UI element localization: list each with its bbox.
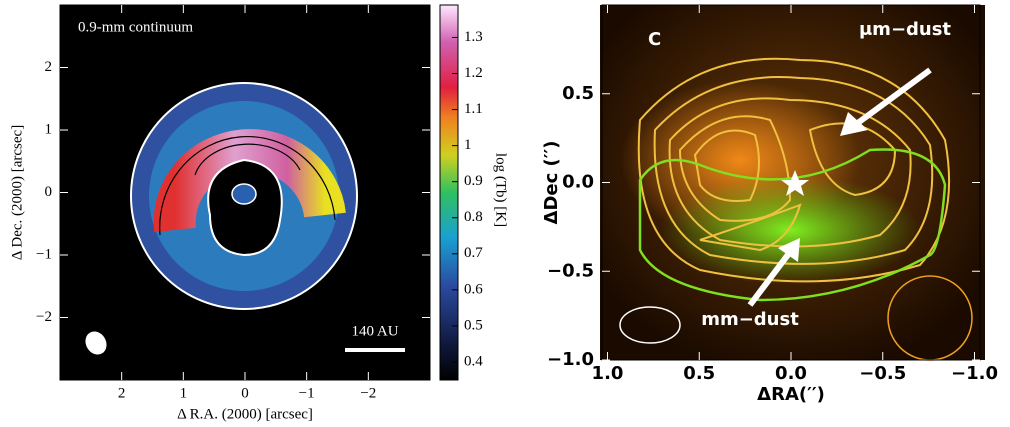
scale-bar-label: 140 AU — [351, 323, 398, 339]
colorbar — [439, 4, 459, 381]
y-tick-label: 0.0 — [562, 172, 594, 193]
x-axis-label: ΔRA(′′) — [757, 384, 825, 405]
y-tick-label: 1 — [45, 121, 53, 137]
y-axis-label: ΔDec (′′) — [541, 141, 562, 225]
y-tick-label: 0 — [45, 184, 53, 200]
y-axis-label: Δ Dec. (2000) [arcsec] — [9, 125, 25, 260]
x-tick-label: −1.0 — [951, 363, 998, 384]
x-tick-label: 2 — [118, 385, 126, 401]
dust-image — [600, 5, 985, 361]
panel-title: 0.9-mm continuum — [78, 19, 193, 35]
colorbar-tick-label: 1.1 — [464, 101, 483, 117]
colorbar-tick-label: 0.7 — [464, 245, 483, 261]
x-tick-label: −0.5 — [859, 363, 906, 384]
y-tick-label: −0.5 — [547, 260, 594, 281]
x-tick-label: 0.5 — [683, 363, 715, 384]
colorbar-tick-label: 0.6 — [464, 281, 483, 297]
colorbar-tick-label: 0.4 — [464, 353, 483, 369]
colorbar-tick-label: 0.9 — [464, 173, 483, 189]
y-tick-label: −2 — [36, 309, 52, 325]
annotation: mm−dust — [701, 309, 799, 330]
x-tick-label: 1 — [180, 385, 188, 401]
colorbar-tick-label: 0.5 — [464, 317, 483, 333]
x-axis-label: Δ R.A. (2000) [arcsec] — [177, 406, 313, 422]
x-tick-label: 1.0 — [592, 363, 624, 384]
y-tick-label: −1.0 — [547, 349, 594, 370]
colorbar-tick-label: 1.3 — [464, 29, 483, 45]
x-tick-label: 0.0 — [775, 363, 807, 384]
colorbar-tick-label: 0.8 — [464, 209, 483, 225]
continuum-image — [60, 5, 430, 380]
colorbar-tick-label: 1 — [464, 137, 472, 153]
y-tick-label: 0.5 — [562, 83, 594, 104]
colorbar-label: log (Tb) [K] — [493, 153, 509, 227]
x-tick-label: −2 — [360, 385, 376, 401]
y-tick-label: −1 — [36, 246, 52, 262]
colorbar-tick-label: 1.2 — [464, 65, 483, 81]
y-tick-label: 2 — [45, 59, 53, 75]
panel-label: C — [648, 29, 661, 50]
x-tick-label: −1 — [299, 385, 315, 401]
annotation: μm−dust — [859, 19, 951, 40]
x-tick-label: 0 — [241, 385, 249, 401]
